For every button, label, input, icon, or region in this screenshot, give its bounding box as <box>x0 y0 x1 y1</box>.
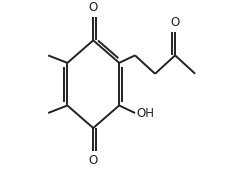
Text: O: O <box>89 1 98 14</box>
Text: O: O <box>89 154 98 167</box>
Text: O: O <box>170 17 180 30</box>
Text: OH: OH <box>136 107 154 120</box>
